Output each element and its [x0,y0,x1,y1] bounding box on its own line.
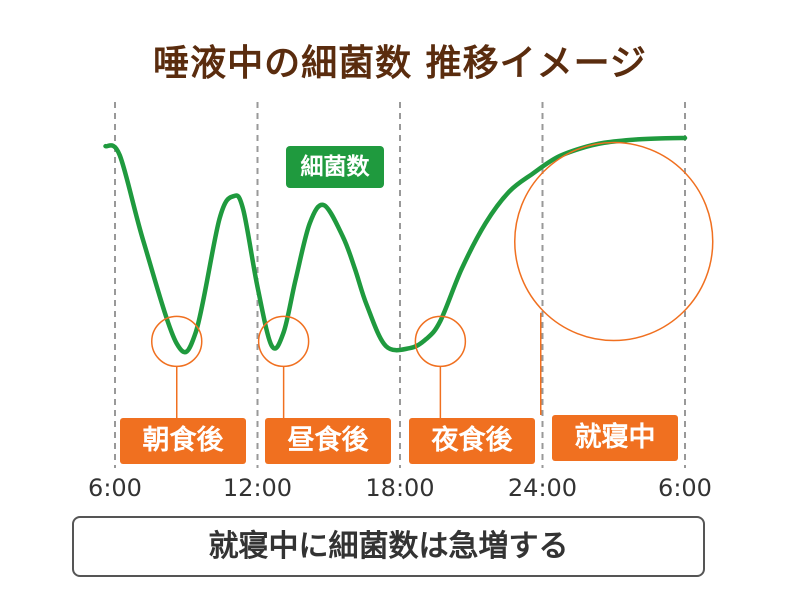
caption-box: 就寝中に細菌数は急増する [72,516,705,577]
x-tick-label: 6:00 [88,474,142,502]
x-tick-label: 18:00 [365,474,434,502]
x-tick-label: 6:00 [658,474,712,502]
annotation-label-lunch: 昼食後 [265,418,391,464]
annotation-circle [257,315,310,368]
chart-title: 唾液中の細菌数 推移イメージ [153,43,647,84]
annotation-label-breakfast: 朝食後 [120,418,246,464]
annotation-label-sleeping: 就寝中 [552,415,678,461]
annotation-circle [514,141,714,342]
annotation-label-dinner: 夜食後 [409,418,535,464]
series-line-bacteria-count [103,135,688,355]
series-label-bacteria-count: 細菌数 [286,146,384,188]
x-tick-label: 24:00 [508,474,577,502]
x-tick-label: 12:00 [223,474,292,502]
